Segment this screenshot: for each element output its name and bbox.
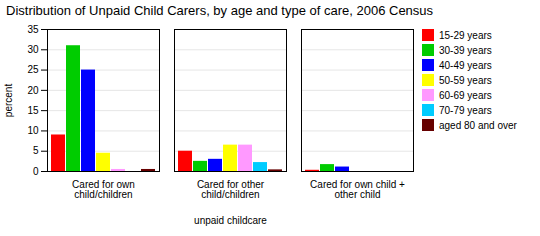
svg-text:unpaid childcare: unpaid childcare <box>194 215 267 226</box>
html-text:30-39 years: 30-39 years <box>439 44 492 56</box>
html-text:50-59 years: 50-59 years <box>439 74 492 86</box>
html-text:60-69 years: 60-69 years <box>439 89 492 101</box>
svg-text:10: 10 <box>27 125 39 136</box>
svg-text:Cared for own child +other chi: Cared for own child +other child <box>310 179 405 200</box>
html-text:15-29 years: 15-29 years <box>439 29 492 41</box>
svg-text:20: 20 <box>27 85 39 96</box>
svg-text:Cared for ownchild/children: Cared for ownchild/children <box>72 179 135 200</box>
html-text:40-49 years: 40-49 years <box>439 59 492 71</box>
html-text:aged 80 and over: aged 80 and over <box>439 119 517 131</box>
html-text:70-79 years: 70-79 years <box>439 104 492 116</box>
svg-text:Cared for otherchild/children: Cared for otherchild/children <box>197 179 265 200</box>
svg-text:30: 30 <box>27 44 39 55</box>
svg-text:5: 5 <box>33 145 39 156</box>
svg-text:35: 35 <box>27 24 39 35</box>
html-text:Distribution of Unpaid Child C: Distribution of Unpaid Child Carers, by … <box>6 3 434 18</box>
svg-text:percent: percent <box>3 84 14 118</box>
svg-text:25: 25 <box>27 64 39 75</box>
svg-text:0: 0 <box>33 166 39 177</box>
svg-text:15: 15 <box>27 105 39 116</box>
